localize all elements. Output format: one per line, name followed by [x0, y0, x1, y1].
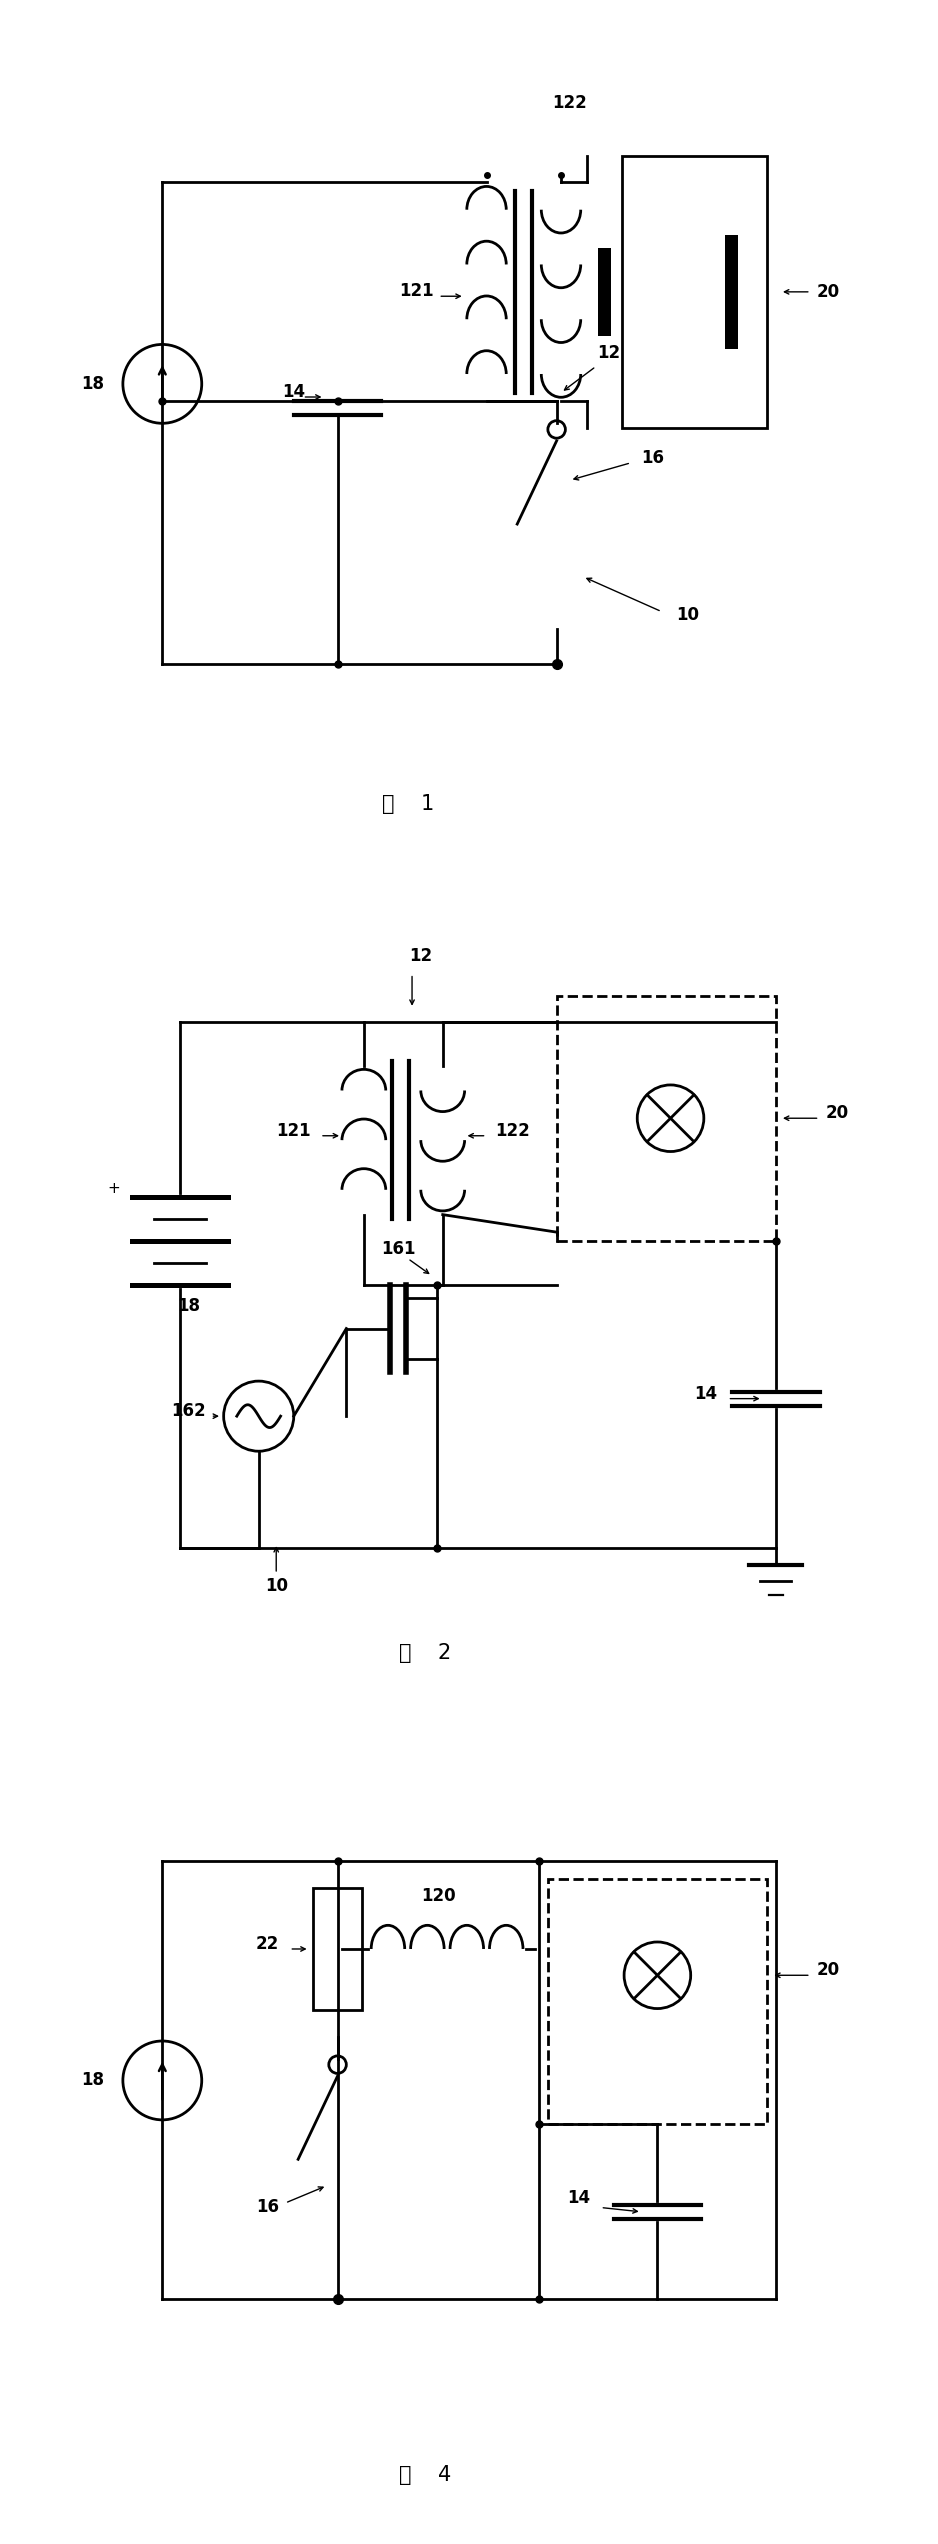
- Text: 18: 18: [177, 1297, 200, 1315]
- Bar: [548, 1880, 767, 2124]
- Text: 120: 120: [421, 1888, 456, 1905]
- Text: 20: 20: [817, 1961, 840, 1979]
- Text: 122: 122: [552, 94, 587, 112]
- Text: 12: 12: [598, 343, 621, 361]
- Text: 162: 162: [172, 1402, 206, 1420]
- Text: 122: 122: [495, 1122, 530, 1140]
- Text: 14: 14: [282, 384, 305, 402]
- Bar: [598, 249, 612, 336]
- Text: 121: 121: [399, 282, 433, 300]
- Text: +: +: [108, 1180, 120, 1196]
- Text: 16: 16: [256, 2198, 279, 2216]
- Text: 161: 161: [382, 1239, 416, 1259]
- Bar: [313, 1888, 362, 2010]
- Text: 20: 20: [817, 282, 840, 300]
- Text: 14: 14: [567, 2188, 590, 2208]
- Text: 18: 18: [81, 374, 104, 392]
- Text: 12: 12: [409, 946, 432, 964]
- Text: 18: 18: [81, 2071, 104, 2089]
- Text: 图    2: 图 2: [399, 1643, 451, 1664]
- Text: 22: 22: [256, 1936, 280, 1954]
- Text: 16: 16: [642, 448, 664, 466]
- Text: 14: 14: [694, 1384, 718, 1402]
- Text: 121: 121: [277, 1122, 311, 1140]
- Bar: [622, 155, 767, 427]
- Text: 10: 10: [676, 605, 700, 623]
- Bar: [556, 995, 776, 1241]
- Bar: [725, 234, 738, 349]
- Text: 20: 20: [825, 1104, 849, 1122]
- Text: 图    1: 图 1: [382, 794, 433, 814]
- Text: 图    4: 图 4: [399, 2465, 451, 2485]
- Text: 10: 10: [265, 1577, 288, 1595]
